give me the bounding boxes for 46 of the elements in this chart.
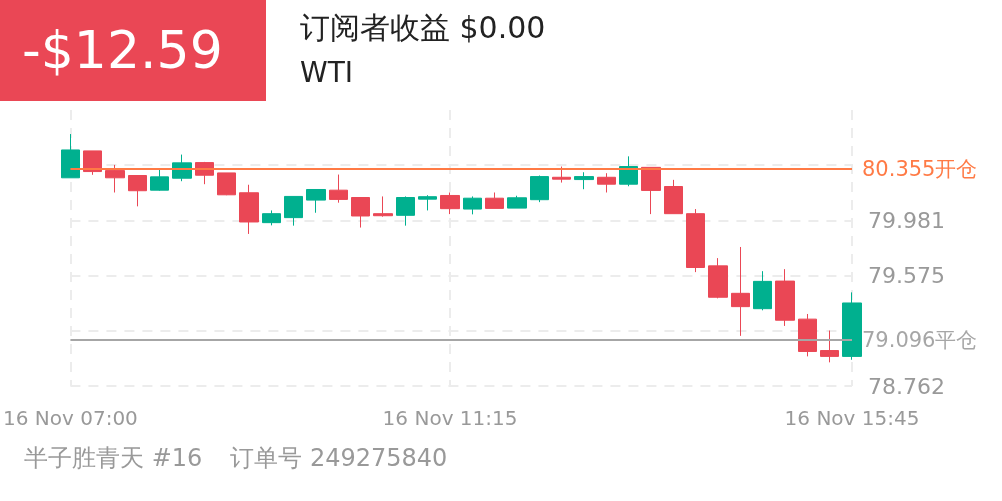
candlestick (373, 195, 393, 218)
candlestick (753, 270, 772, 311)
candlestick (329, 174, 348, 204)
candlestick (440, 191, 460, 215)
text: -$12.59 (22, 19, 223, 82)
text: 订单号 249275840 (230, 444, 448, 472)
candlestick (641, 166, 661, 215)
text: 半子胜青天 #16 (24, 444, 203, 472)
candlestick (463, 195, 482, 215)
x-tick-label: 16 Nov 15:45 (784, 406, 920, 430)
candlestick (574, 171, 594, 190)
y-tick-label: 79.981 (868, 207, 945, 233)
candlestick (530, 175, 549, 203)
candlestick (552, 166, 571, 184)
x-tick-label: 16 Nov 07:00 (3, 406, 138, 430)
candlestick (150, 169, 169, 192)
candlestick (798, 313, 817, 357)
candlestick (731, 246, 750, 337)
candlestick (775, 268, 795, 327)
candlestick (105, 164, 125, 193)
chart-title: WTI (300, 56, 354, 89)
candlestick (708, 257, 728, 299)
candlestick (507, 195, 527, 209)
x-tick-label: 16 Nov 11:15 (382, 406, 518, 430)
candlestick (686, 208, 705, 273)
candlestick (820, 330, 839, 363)
candlestick (284, 195, 303, 227)
candlestick (306, 189, 326, 214)
candlestick (664, 179, 683, 215)
candlestick (128, 175, 147, 207)
chart-subtitle: 订阅者收益 $0.00 (300, 9, 546, 47)
candlestick (217, 172, 236, 196)
y-tick-label: 78.762 (868, 373, 945, 399)
candlestick (239, 184, 259, 235)
candlestick (396, 195, 415, 227)
candlestick (262, 209, 281, 226)
candlestick (597, 172, 616, 193)
candlestick (842, 291, 862, 361)
candlestick (83, 150, 102, 176)
ref-line-label: 80.355开仓 (862, 156, 978, 181)
ref-line-label: 79.096平仓 (862, 328, 978, 353)
candlestick (61, 133, 80, 179)
candlestick (418, 194, 437, 211)
candlestick (485, 191, 504, 209)
candlestick (351, 197, 370, 229)
y-tick-label: 79.575 (868, 263, 945, 289)
